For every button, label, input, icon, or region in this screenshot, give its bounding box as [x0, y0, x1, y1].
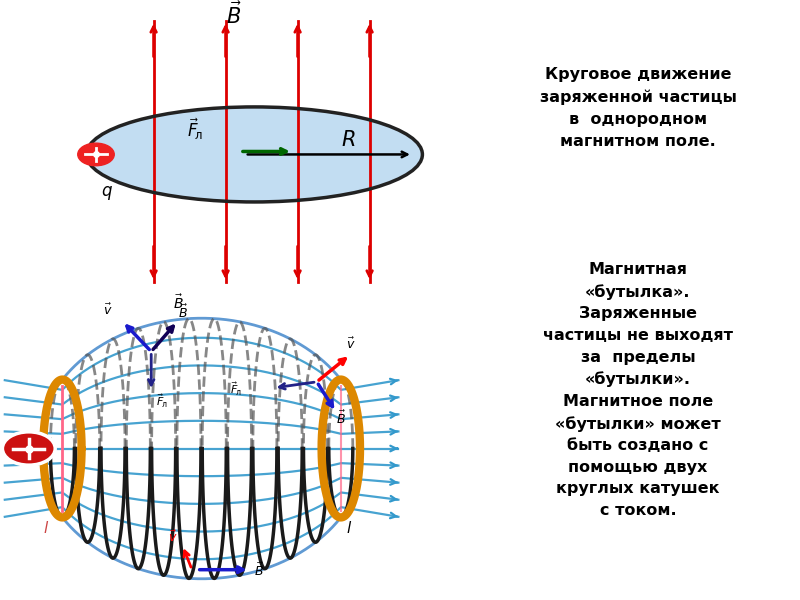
Text: $\vec{F}_{\!\text{л}}$: $\vec{F}_{\!\text{л}}$ — [230, 380, 242, 398]
Text: $R$: $R$ — [341, 130, 355, 149]
Text: $\vec{v}$: $\vec{v}$ — [168, 530, 178, 545]
Text: $\vec{v}$: $\vec{v}$ — [346, 336, 355, 352]
Text: $\vec{B}$: $\vec{B}$ — [178, 304, 187, 321]
Ellipse shape — [86, 107, 422, 202]
Text: $l$: $l$ — [43, 520, 50, 536]
Text: Магнитная
«бутылка».
Заряженные
частицы не выходят
за  пределы
«бутылки».
Магнит: Магнитная «бутылка». Заряженные частицы … — [543, 262, 733, 518]
Text: $l$: $l$ — [346, 520, 352, 536]
Circle shape — [2, 432, 55, 465]
Text: $\vec{B}$: $\vec{B}$ — [336, 410, 346, 427]
Circle shape — [78, 143, 114, 166]
Text: $\vec{B}$: $\vec{B}$ — [254, 562, 264, 579]
Text: Круговое движение
заряженной частицы
в  однородном
магнитном поле.: Круговое движение заряженной частицы в о… — [539, 67, 737, 149]
Text: $\vec{B}$: $\vec{B}$ — [226, 1, 242, 28]
Text: $\vec{F}_{\!\text{л}}$: $\vec{F}_{\!\text{л}}$ — [156, 392, 168, 410]
Text: $\vec{B}$: $\vec{B}$ — [173, 293, 183, 312]
Text: $q$: $q$ — [101, 184, 113, 202]
Text: $\vec{F}_{\!\text{л}}$: $\vec{F}_{\!\text{л}}$ — [187, 116, 203, 142]
Text: $\vec{v}$: $\vec{v}$ — [103, 303, 113, 318]
